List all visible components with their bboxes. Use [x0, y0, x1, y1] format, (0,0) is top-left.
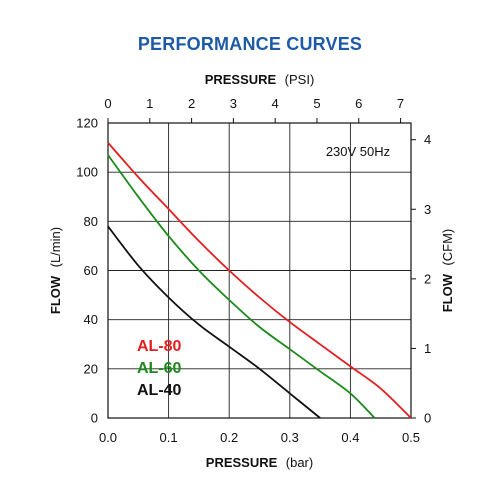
legend-entry-al-60: AL-60: [137, 360, 182, 377]
series-lines: [107, 142, 412, 419]
left-tick-label: 20: [84, 361, 98, 376]
left-tick-label: 100: [76, 165, 98, 180]
top-tick-label: 7: [397, 96, 404, 111]
bottom-tick-label: 0.0: [99, 430, 117, 445]
right-axis-label-main: FLOW: [440, 273, 455, 312]
bottom-tick-label: 0.2: [220, 430, 238, 445]
bottom-axis-label-main: PRESSURE: [206, 455, 278, 470]
chart-title: PERFORMANCE CURVES: [137, 34, 363, 54]
right-tick-label: 3: [424, 202, 431, 217]
top-axis-label-main: PRESSURE: [205, 72, 277, 87]
top-axis-label-unit: (PSI): [285, 72, 315, 87]
right-tick-label: 2: [424, 271, 431, 286]
voltage-annotation: 230V 50Hz: [326, 144, 390, 159]
left-tick-label: 80: [84, 214, 98, 229]
bottom-tick-label: 0.5: [402, 430, 420, 445]
legend-entry-al-40: AL-40: [137, 382, 182, 399]
right-axis-label: FLOW (CFM): [439, 229, 456, 313]
top-tick-label: 4: [272, 96, 279, 111]
left-tick-label: 60: [84, 263, 98, 278]
left-axis-label: FLOW (L/min): [47, 227, 64, 314]
series-line-al-80: [107, 142, 412, 419]
top-tick-label: 2: [188, 96, 195, 111]
series-line-al-40: [107, 225, 321, 419]
right-tick-label: 1: [424, 341, 431, 356]
bottom-tick-label: 0.3: [281, 430, 299, 445]
left-axis-label-main: FLOW: [48, 275, 63, 314]
plot-frame: [107, 122, 412, 419]
bottom-axis-label: PRESSURE (bar): [206, 454, 313, 471]
top-tick-label: 6: [355, 96, 362, 111]
top-tick-label: 3: [230, 96, 237, 111]
right-axis-label-unit: (CFM): [440, 229, 455, 266]
bottom-tick-label: 0.1: [160, 430, 178, 445]
bottom-axis-label-unit: (bar): [286, 455, 313, 470]
legend: AL-80 AL-60 AL-40: [137, 338, 182, 399]
top-axis-label: PRESSURE (PSI): [205, 71, 315, 88]
left-tick-label: 0: [91, 411, 98, 426]
series-line-al-60: [107, 154, 376, 419]
left-tick-label: 40: [84, 312, 98, 327]
left-tick-label: 120: [76, 116, 98, 131]
left-axis-label-unit: (L/min): [48, 227, 63, 267]
bottom-tick-label: 0.4: [341, 430, 359, 445]
legend-entry-al-80: AL-80: [137, 338, 182, 355]
top-tick-label: 5: [313, 96, 320, 111]
top-tick-label: 0: [104, 96, 111, 111]
top-tick-label: 1: [146, 96, 153, 111]
right-tick-label: 0: [424, 411, 431, 426]
right-tick-label: 4: [424, 132, 431, 147]
